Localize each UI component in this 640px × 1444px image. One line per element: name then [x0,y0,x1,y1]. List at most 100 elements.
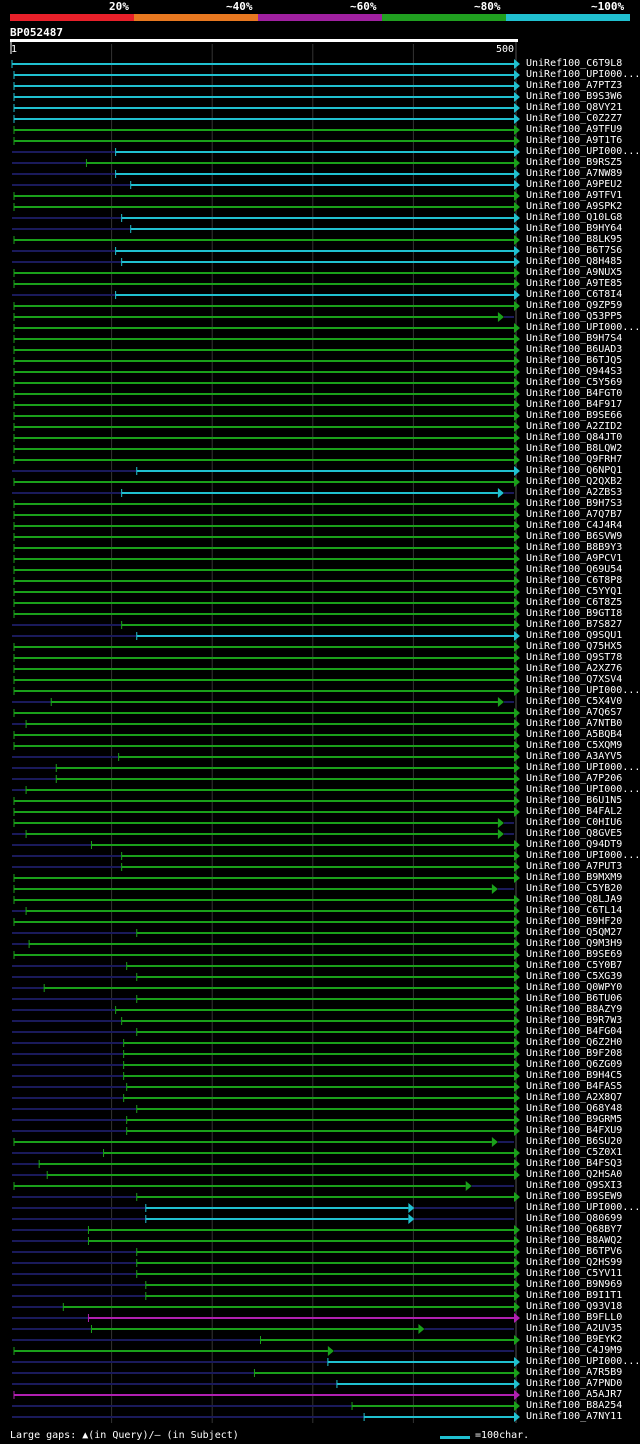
hit-label[interactable]: UniRef100_B4FGT0 [526,388,623,399]
hit-label[interactable]: UniRef100_A2UV35 [526,1323,623,1334]
hit-label[interactable]: UniRef100_B8AZY9 [526,1004,623,1015]
hit-label[interactable]: UniRef100_Q9SQU1 [526,630,623,641]
hit-label[interactable]: UniRef100_A3AYV5 [526,751,623,762]
hit-label[interactable]: UniRef100_Q0WPY0 [526,982,623,993]
hit-label[interactable]: UniRef100_A7PTZ3 [526,80,623,91]
hit-label[interactable]: UniRef100_C5Y0B7 [526,960,623,971]
hit-label[interactable]: UniRef100_Q9ST78 [526,652,623,663]
hit-label[interactable]: UniRef100_A2ZID2 [526,421,623,432]
hit-label[interactable]: UniRef100_A2XZ76 [526,663,623,674]
hit-label[interactable]: UniRef100_C5YV11 [526,1268,623,1279]
hit-label[interactable]: UniRef100_B6SVW9 [526,531,623,542]
hit-label[interactable]: UniRef100_B9N969 [526,1279,623,1290]
hit-label[interactable]: UniRef100_B9S3W6 [526,91,623,102]
hit-label[interactable]: UniRef100_A7NW89 [526,168,623,179]
hit-label[interactable]: UniRef100_UPI000... [526,322,640,333]
hit-label[interactable]: UniRef100_B8LQW2 [526,443,623,454]
hit-label[interactable]: UniRef100_Q7XSV4 [526,674,623,685]
hit-label[interactable]: UniRef100_C6T8P8 [526,575,623,586]
hit-label[interactable]: UniRef100_B6T7S6 [526,245,623,256]
hit-label[interactable]: UniRef100_A7R5B9 [526,1367,623,1378]
hit-label[interactable]: UniRef100_B4FAS5 [526,1081,623,1092]
hit-label[interactable]: UniRef100_C5X4V0 [526,696,623,707]
hit-label[interactable]: UniRef100_C0HIU6 [526,817,623,828]
hit-label[interactable]: UniRef100_Q6NPQ1 [526,465,623,476]
hit-label[interactable]: UniRef100_A7Q7B7 [526,509,623,520]
hit-label[interactable]: UniRef100_B6TPV6 [526,1246,623,1257]
hit-label[interactable]: UniRef100_B9H4C5 [526,1070,623,1081]
hit-label[interactable]: UniRef100_A5BQB4 [526,729,623,740]
hit-label[interactable]: UniRef100_Q68BY7 [526,1224,623,1235]
hit-label[interactable]: UniRef100_B6SU20 [526,1136,623,1147]
hit-label[interactable]: UniRef100_A2X8Q7 [526,1092,623,1103]
hit-label[interactable]: UniRef100_B9FLL0 [526,1312,623,1323]
hit-label[interactable]: UniRef100_A5AJR7 [526,1389,623,1400]
hit-label[interactable]: UniRef100_Q94DT9 [526,839,623,850]
hit-label[interactable]: UniRef100_B4FAL2 [526,806,623,817]
hit-label[interactable]: UniRef100_A9TFU9 [526,124,623,135]
hit-label[interactable]: UniRef100_B9I1T1 [526,1290,623,1301]
hit-label[interactable]: UniRef100_A7P206 [526,773,623,784]
hit-label[interactable]: UniRef100_A9NUX5 [526,267,623,278]
hit-label[interactable]: UniRef100_B8A254 [526,1400,623,1411]
hit-label[interactable]: UniRef100_A9PEU2 [526,179,623,190]
hit-label[interactable]: UniRef100_Q84JT0 [526,432,623,443]
hit-label[interactable]: UniRef100_A7Q6S7 [526,707,623,718]
hit-label[interactable]: UniRef100_Q9FRH7 [526,454,623,465]
hit-label[interactable]: UniRef100_B8AWQ2 [526,1235,623,1246]
hit-label[interactable]: UniRef100_Q944S3 [526,366,623,377]
hit-label[interactable]: UniRef100_Q80699 [526,1213,623,1224]
hit-label[interactable]: UniRef100_Q2HSA0 [526,1169,623,1180]
hit-label[interactable]: UniRef100_B9R7W3 [526,1015,623,1026]
hit-label[interactable]: UniRef100_A9TFV1 [526,190,623,201]
hit-label[interactable]: UniRef100_Q5QM27 [526,927,623,938]
hit-label[interactable]: UniRef100_B9RSZ5 [526,157,623,168]
hit-label[interactable]: UniRef100_C5XQM9 [526,740,623,751]
hit-label[interactable]: UniRef100_UPI000... [526,685,640,696]
hit-label[interactable]: UniRef100_Q69U54 [526,564,623,575]
hit-label[interactable]: UniRef100_Q8H485 [526,256,623,267]
hit-label[interactable]: UniRef100_Q6ZG09 [526,1059,623,1070]
hit-label[interactable]: UniRef100_UPI000... [526,1356,640,1367]
hit-label[interactable]: UniRef100_C5YYQ1 [526,586,623,597]
hit-label[interactable]: UniRef100_UPI000... [526,850,640,861]
hit-label[interactable]: UniRef100_B8LK95 [526,234,623,245]
hit-label[interactable]: UniRef100_C6T8Z5 [526,597,623,608]
hit-label[interactable]: UniRef100_Q2HS99 [526,1257,623,1268]
hit-label[interactable]: UniRef100_A9SPK2 [526,201,623,212]
hit-label[interactable]: UniRef100_A2ZBS3 [526,487,623,498]
hit-label[interactable]: UniRef100_B9H7S3 [526,498,623,509]
hit-label[interactable]: UniRef100_UPI000... [526,762,640,773]
hit-label[interactable]: UniRef100_C4J4R4 [526,520,623,531]
hit-label[interactable]: UniRef100_UPI000... [526,146,640,157]
hit-label[interactable]: UniRef100_A9T1T6 [526,135,623,146]
hit-label[interactable]: UniRef100_A7PND0 [526,1378,623,1389]
hit-label[interactable]: UniRef100_B9SE69 [526,949,623,960]
hit-label[interactable]: UniRef100_Q8LJA9 [526,894,623,905]
hit-label[interactable]: UniRef100_B9GRM5 [526,1114,623,1125]
hit-label[interactable]: UniRef100_C5Z0X1 [526,1147,623,1158]
hit-label[interactable]: UniRef100_UPI000... [526,69,640,80]
hit-label[interactable]: UniRef100_B4FG04 [526,1026,623,1037]
hit-label[interactable]: UniRef100_B9SE66 [526,410,623,421]
hit-label[interactable]: UniRef100_B4FXU9 [526,1125,623,1136]
hit-label[interactable]: UniRef100_Q9SXI3 [526,1180,623,1191]
hit-label[interactable]: UniRef100_B9F208 [526,1048,623,1059]
hit-label[interactable]: UniRef100_Q6Z2H0 [526,1037,623,1048]
hit-label[interactable]: UniRef100_Q53PP5 [526,311,623,322]
hit-label[interactable]: UniRef100_C0Z2Z7 [526,113,623,124]
hit-label[interactable]: UniRef100_B9MXM9 [526,872,623,883]
hit-label[interactable]: UniRef100_Q9M3H9 [526,938,623,949]
hit-label[interactable]: UniRef100_Q10LG8 [526,212,623,223]
hit-label[interactable]: UniRef100_C6T9L8 [526,58,623,69]
hit-label[interactable]: UniRef100_Q9ZP59 [526,300,623,311]
hit-label[interactable]: UniRef100_B4FSQ3 [526,1158,623,1169]
hit-label[interactable]: UniRef100_Q68Y48 [526,1103,623,1114]
hit-label[interactable]: UniRef100_UPI000... [526,1202,640,1213]
hit-label[interactable]: UniRef100_A9TE85 [526,278,623,289]
hit-label[interactable]: UniRef100_B6TJQ5 [526,355,623,366]
hit-label[interactable]: UniRef100_B6UAD3 [526,344,623,355]
hit-label[interactable]: UniRef100_B9SEW9 [526,1191,623,1202]
hit-label[interactable]: UniRef100_C5YB20 [526,883,623,894]
hit-label[interactable]: UniRef100_C6T8I4 [526,289,623,300]
